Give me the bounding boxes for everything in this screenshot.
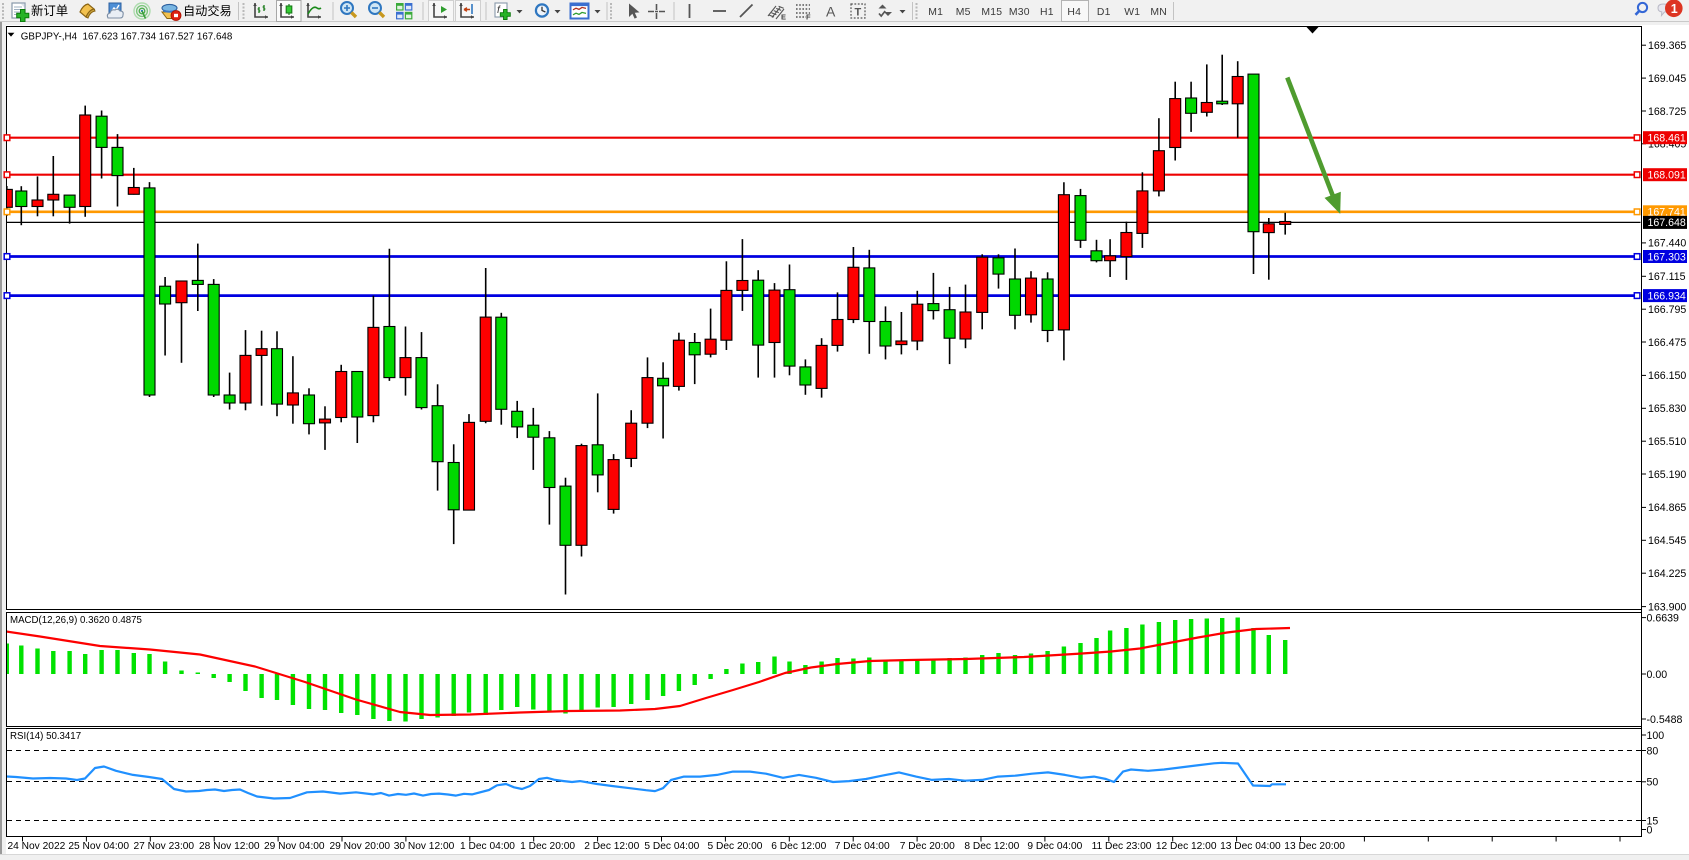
svg-text:1: 1 bbox=[1671, 2, 1678, 16]
svg-text:W1: W1 bbox=[1124, 7, 1140, 18]
svg-text:f: f bbox=[497, 5, 501, 16]
svg-text:166.150: 166.150 bbox=[1648, 370, 1686, 382]
svg-text:25 Nov 04:00: 25 Nov 04:00 bbox=[68, 841, 129, 852]
svg-text:100: 100 bbox=[1647, 730, 1665, 742]
svg-text:169.365: 169.365 bbox=[1648, 40, 1686, 52]
svg-text:164.865: 164.865 bbox=[1648, 502, 1686, 514]
svg-text:28 Nov 12:00: 28 Nov 12:00 bbox=[199, 841, 260, 852]
svg-text:27 Nov 23:00: 27 Nov 23:00 bbox=[134, 841, 195, 852]
svg-text:-0.5488: -0.5488 bbox=[1647, 714, 1683, 726]
svg-text:50: 50 bbox=[1647, 777, 1659, 789]
svg-text:E: E bbox=[781, 13, 786, 22]
svg-text:6 Dec 12:00: 6 Dec 12:00 bbox=[771, 841, 826, 852]
svg-text:80: 80 bbox=[1647, 745, 1659, 757]
svg-text:168.091: 168.091 bbox=[1648, 170, 1686, 182]
svg-text:167.741: 167.741 bbox=[1648, 207, 1686, 219]
svg-text:H1: H1 bbox=[1040, 7, 1054, 18]
svg-text:M1: M1 bbox=[928, 7, 943, 18]
svg-text:M5: M5 bbox=[956, 7, 971, 18]
svg-text:2 Dec 12:00: 2 Dec 12:00 bbox=[584, 841, 639, 852]
svg-text:0: 0 bbox=[1647, 824, 1653, 836]
svg-text:167.648: 167.648 bbox=[1648, 217, 1686, 229]
svg-text:164.225: 164.225 bbox=[1648, 568, 1686, 580]
svg-text:167.440: 167.440 bbox=[1648, 238, 1686, 250]
svg-text:RSI(14) 50.3417: RSI(14) 50.3417 bbox=[10, 731, 81, 742]
svg-text:167.115: 167.115 bbox=[1648, 271, 1686, 283]
svg-text:166.795: 166.795 bbox=[1648, 304, 1686, 316]
svg-text:D1: D1 bbox=[1097, 7, 1111, 18]
svg-text:F: F bbox=[806, 13, 811, 22]
svg-text:166.934: 166.934 bbox=[1648, 290, 1686, 302]
svg-text:M15: M15 bbox=[981, 7, 1002, 18]
svg-text:0.6639: 0.6639 bbox=[1647, 612, 1680, 624]
svg-text:H4: H4 bbox=[1067, 7, 1081, 18]
svg-text:新订单: 新订单 bbox=[31, 3, 68, 18]
svg-text:1 Dec 04:00: 1 Dec 04:00 bbox=[460, 841, 515, 852]
svg-text:164.545: 164.545 bbox=[1648, 535, 1686, 547]
svg-text:29 Nov 20:00: 29 Nov 20:00 bbox=[330, 841, 391, 852]
svg-text:13 Dec 20:00: 13 Dec 20:00 bbox=[1284, 841, 1345, 852]
svg-text:GBPJPY-,H4 167.623 167.734 16: GBPJPY-,H4 167.623 167.734 167.527 167.6… bbox=[21, 31, 233, 42]
svg-text:0.00: 0.00 bbox=[1647, 669, 1668, 681]
svg-text:163.900: 163.900 bbox=[1648, 601, 1686, 613]
svg-text:167.303: 167.303 bbox=[1648, 251, 1686, 263]
svg-text:165.830: 165.830 bbox=[1648, 403, 1686, 415]
svg-text:11 Dec 23:00: 11 Dec 23:00 bbox=[1092, 841, 1152, 852]
svg-text:T: T bbox=[855, 7, 862, 19]
svg-text:168.461: 168.461 bbox=[1648, 133, 1686, 145]
svg-text:13 Dec 04:00: 13 Dec 04:00 bbox=[1220, 841, 1281, 852]
svg-text:5 Dec 04:00: 5 Dec 04:00 bbox=[644, 841, 699, 852]
svg-text:5 Dec 20:00: 5 Dec 20:00 bbox=[708, 841, 763, 852]
svg-text:7 Dec 04:00: 7 Dec 04:00 bbox=[835, 841, 890, 852]
svg-text:9 Dec 04:00: 9 Dec 04:00 bbox=[1027, 841, 1082, 852]
svg-text:1 Dec 20:00: 1 Dec 20:00 bbox=[520, 841, 575, 852]
svg-text:8 Dec 12:00: 8 Dec 12:00 bbox=[964, 841, 1019, 852]
svg-text:12 Dec 12:00: 12 Dec 12:00 bbox=[1156, 841, 1217, 852]
svg-text:自动交易: 自动交易 bbox=[183, 3, 232, 18]
svg-text:30 Nov 12:00: 30 Nov 12:00 bbox=[394, 841, 455, 852]
svg-text:165.190: 165.190 bbox=[1648, 469, 1686, 481]
svg-text:MACD(12,26,9) 0.3620 0.4875: MACD(12,26,9) 0.3620 0.4875 bbox=[10, 615, 142, 626]
svg-text:M30: M30 bbox=[1009, 7, 1030, 18]
svg-text:29 Nov 04:00: 29 Nov 04:00 bbox=[264, 841, 325, 852]
svg-text:168.725: 168.725 bbox=[1648, 106, 1686, 118]
svg-text:169.045: 169.045 bbox=[1648, 73, 1686, 85]
svg-text:165.510: 165.510 bbox=[1648, 436, 1686, 448]
svg-text:24 Nov 2022: 24 Nov 2022 bbox=[8, 841, 66, 852]
svg-text:MN: MN bbox=[1150, 7, 1167, 18]
svg-text:A: A bbox=[826, 4, 836, 20]
svg-text:15: 15 bbox=[1647, 815, 1659, 827]
svg-text:7 Dec 20:00: 7 Dec 20:00 bbox=[900, 841, 955, 852]
svg-text:166.475: 166.475 bbox=[1648, 337, 1686, 349]
